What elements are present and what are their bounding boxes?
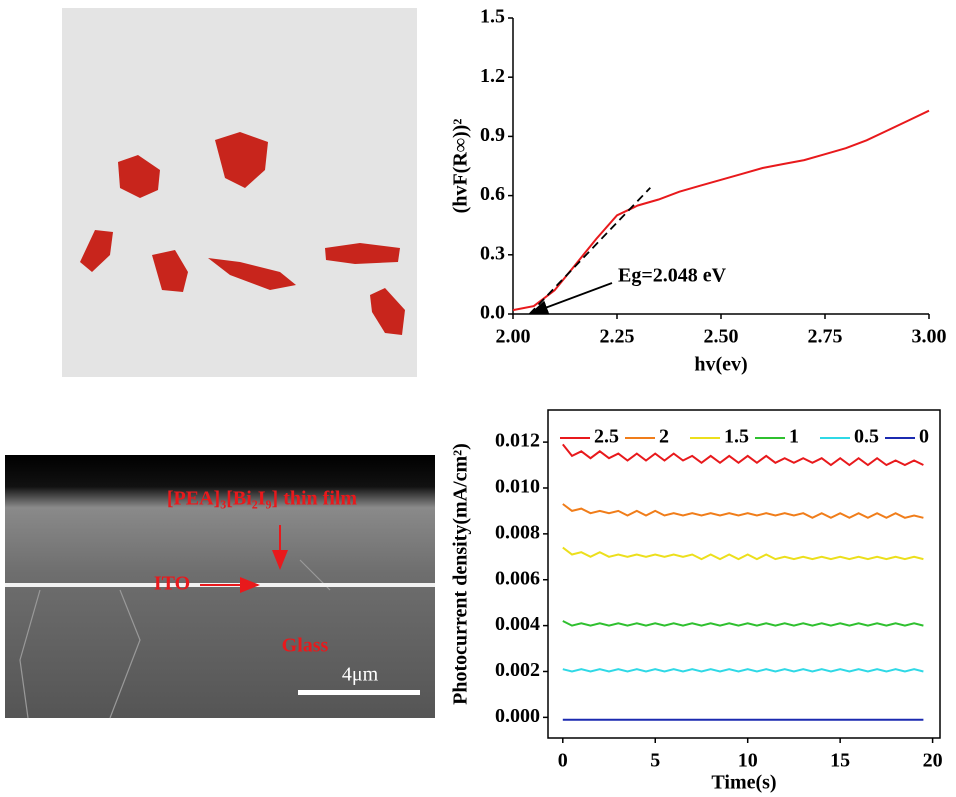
y-tick-label: 0.008 <box>495 521 540 543</box>
data-line <box>562 620 924 627</box>
y-tick-label: 0.006 <box>495 567 540 589</box>
glass-label: Glass <box>282 635 329 657</box>
legend-label: 0.5 <box>854 426 879 448</box>
data-line <box>512 109 930 312</box>
y-tick-label: 0.6 <box>480 183 505 205</box>
x-tick-label: 20 <box>923 750 943 772</box>
data-line <box>562 668 924 673</box>
x-tick-label: 2.75 <box>808 326 843 348</box>
y-tick-label: 0.010 <box>495 476 540 498</box>
y-tick-label: 0.004 <box>495 613 540 635</box>
sem-image: [PEA]₃[Bi₂I₉] thin film ITO Glass 4μm <box>5 455 435 719</box>
y-axis-label: Photocurrent density(mA/cm²) <box>450 443 472 705</box>
axis-frame <box>547 409 941 739</box>
data-line <box>562 443 924 467</box>
y-tick-label: 1.2 <box>480 65 505 87</box>
data-line <box>562 546 924 561</box>
scale-label: 4μm <box>342 664 379 686</box>
y-tick-label: 1.5 <box>480 6 505 28</box>
y-tick-label: 0.012 <box>495 430 540 452</box>
x-tick-label: 15 <box>830 750 850 772</box>
x-tick-label: 2.50 <box>704 326 739 348</box>
y-tick-label: 0.000 <box>495 705 540 727</box>
x-axis-label: hv(ev) <box>694 354 747 376</box>
data-line <box>562 503 924 519</box>
y-tick-label: 0.9 <box>480 124 505 146</box>
x-tick-label: 2.25 <box>600 326 635 348</box>
x-tick-label: 3.00 <box>912 326 947 348</box>
film-label: [PEA]₃[Bi₂I₉] thin film <box>167 488 358 510</box>
annotation-arrow <box>529 282 613 315</box>
x-tick-label: 0 <box>558 750 568 772</box>
y-axis-label: (hvF(R∞))² <box>450 119 472 214</box>
x-tick-label: 2.00 <box>496 326 531 348</box>
y-tick-label: 0.0 <box>480 302 505 324</box>
legend-label: 1 <box>789 426 799 448</box>
tangent-line <box>528 187 651 315</box>
legend-label: 2.5 <box>594 426 619 448</box>
legend-label: 0 <box>919 426 929 448</box>
legend-label: 1.5 <box>724 426 749 448</box>
crystal-photo <box>62 8 417 377</box>
legend-label: 2 <box>659 426 669 448</box>
x-tick-label: 5 <box>650 750 660 772</box>
y-tick-label: 0.002 <box>495 659 540 681</box>
x-tick-label: 10 <box>738 750 758 772</box>
ito-label: ITO <box>154 573 190 595</box>
y-tick-label: 0.3 <box>480 242 505 264</box>
x-axis-label: Time(s) <box>711 772 776 794</box>
annotation: Eg=2.048 eV <box>618 265 727 287</box>
